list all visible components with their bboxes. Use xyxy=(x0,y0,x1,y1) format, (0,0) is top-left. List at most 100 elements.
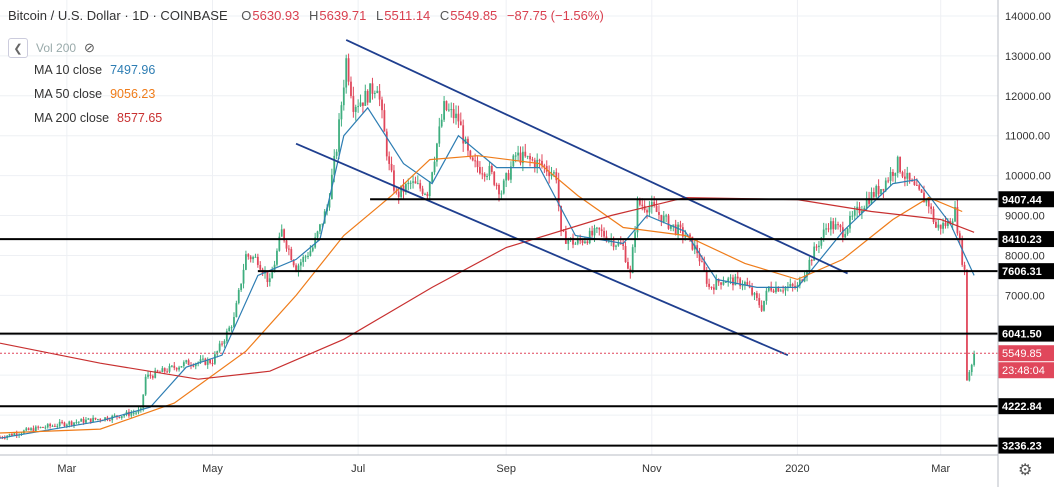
candle-body xyxy=(237,289,240,304)
y-tick-label: 13000.00 xyxy=(1005,51,1051,63)
candle-body xyxy=(118,416,121,418)
candle-body xyxy=(701,261,703,263)
candle-body xyxy=(49,424,52,427)
candle-body xyxy=(96,419,99,421)
y-tick-label: 12000.00 xyxy=(1005,91,1051,103)
candle-body xyxy=(791,284,794,286)
candle-body xyxy=(202,358,204,360)
candle-body xyxy=(495,184,498,186)
candle-body xyxy=(646,210,648,213)
candle-body xyxy=(849,215,851,229)
candle-body xyxy=(927,200,930,207)
candle-body xyxy=(376,90,379,93)
candle-body xyxy=(299,262,302,266)
candle-body xyxy=(37,426,40,428)
candle-body xyxy=(595,227,598,229)
candle-body xyxy=(362,102,364,106)
candle-body xyxy=(457,113,460,122)
candle-body xyxy=(763,300,765,311)
change-value: −87.75 (−1.56%) xyxy=(506,8,604,23)
candle-body xyxy=(254,256,257,258)
candle-body xyxy=(3,437,6,439)
candle-body xyxy=(163,368,166,372)
settings-gear-icon[interactable]: ⚙ xyxy=(1018,462,1033,479)
candle-body xyxy=(455,113,457,119)
candle-body xyxy=(576,239,579,244)
candle-body xyxy=(560,205,562,231)
candle-body xyxy=(223,341,226,344)
candle-body xyxy=(698,253,701,262)
candle-body xyxy=(438,126,441,144)
candle-body xyxy=(896,156,899,174)
collapse-legend-button[interactable]: ❮ xyxy=(8,38,28,58)
candle-body xyxy=(416,183,419,185)
candle-body xyxy=(56,425,59,427)
eye-slash-icon[interactable]: ⊘ xyxy=(84,40,95,55)
candle-body xyxy=(717,279,720,283)
x-tick-label: 2020 xyxy=(785,463,809,475)
moving-average-line xyxy=(0,106,975,439)
candle-body xyxy=(34,426,37,432)
candle-body xyxy=(521,151,524,164)
candle-body xyxy=(314,237,317,248)
candle-body xyxy=(89,418,92,423)
candle-body xyxy=(944,222,947,227)
candle-body xyxy=(810,259,813,261)
low-label: L xyxy=(376,8,384,23)
candle-body xyxy=(247,254,250,257)
candle-body xyxy=(572,237,574,245)
candle-body xyxy=(588,230,591,244)
candle-body xyxy=(309,250,312,256)
volume-row: ❮ Vol 200 ⊘ xyxy=(8,38,95,58)
candle-body xyxy=(677,224,679,235)
candle-body xyxy=(123,414,126,417)
candle-body xyxy=(889,171,892,181)
indicator-ma10[interactable]: MA 10 close 7497.96 xyxy=(34,63,155,77)
candle-body xyxy=(815,246,818,248)
candle-body xyxy=(402,185,405,193)
candle-body xyxy=(880,189,882,195)
candle-body xyxy=(104,417,106,421)
candle-body xyxy=(256,256,259,265)
y-tick-label: 10000.00 xyxy=(1005,171,1051,183)
candle-body xyxy=(779,290,782,292)
candle-body xyxy=(925,200,928,203)
level-label-bg xyxy=(998,263,1054,280)
candle-body xyxy=(662,215,665,223)
candle-body xyxy=(8,433,11,436)
candle-body xyxy=(369,83,371,103)
candle-body xyxy=(550,173,553,177)
candle-body xyxy=(342,87,345,106)
candle-body xyxy=(581,240,584,243)
candle-body xyxy=(194,363,197,367)
candle-body xyxy=(278,236,281,251)
candle-body xyxy=(658,211,660,215)
candle-body xyxy=(512,155,515,167)
candle-body xyxy=(839,225,842,228)
candle-body xyxy=(672,224,675,226)
candle-body xyxy=(899,156,902,173)
candle-body xyxy=(483,173,486,177)
candle-body xyxy=(46,424,49,428)
indicator-ma200[interactable]: MA 200 close 8577.65 xyxy=(34,111,162,125)
candle-body xyxy=(80,419,83,422)
candle-body xyxy=(832,221,835,230)
candle-body xyxy=(827,228,830,230)
candle-body xyxy=(806,271,808,277)
candle-body xyxy=(345,58,348,88)
candle-body xyxy=(942,222,944,229)
candle-body xyxy=(149,374,152,376)
candle-body xyxy=(510,166,512,180)
candle-body xyxy=(378,90,381,100)
candle-body xyxy=(820,237,823,246)
candle-body xyxy=(87,418,90,420)
candle-body xyxy=(335,151,338,156)
candle-body xyxy=(25,428,28,431)
candle-body xyxy=(541,160,543,166)
candle-body xyxy=(211,363,214,365)
candle-body xyxy=(469,150,472,158)
indicator-ma50[interactable]: MA 50 close 9056.23 xyxy=(34,87,155,101)
candle-body xyxy=(54,425,56,427)
candle-body xyxy=(364,90,367,106)
